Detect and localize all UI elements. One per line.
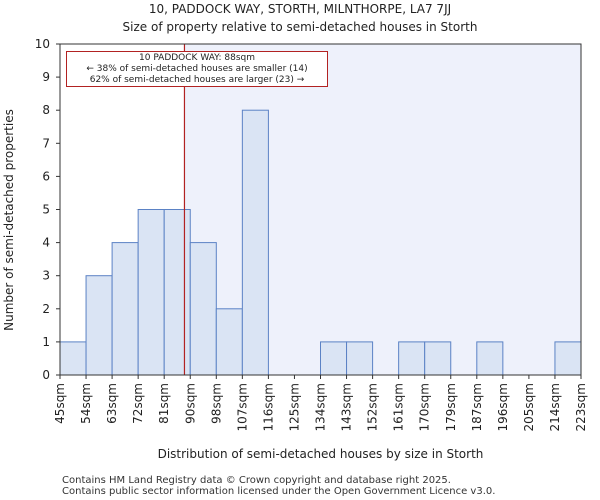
x-tick-label: 98sqm [209, 383, 223, 424]
histogram-bar [111, 242, 139, 376]
histogram-bar [398, 341, 426, 376]
y-tick-label: 9 [42, 70, 50, 84]
histogram-bar [189, 242, 217, 376]
chart-title-address: 10, PADDOCK WAY, STORTH, MILNTHORPE, LA7… [148, 2, 452, 16]
y-tick-label: 2 [42, 302, 50, 316]
histogram-bar [241, 109, 269, 376]
x-tick-label: 116sqm [261, 383, 275, 431]
y-tick-label: 0 [42, 368, 50, 382]
x-tick-label: 134sqm [314, 383, 328, 431]
y-tick-label: 10 [35, 37, 50, 51]
x-axis-label: Distribution of semi-detached houses by … [157, 447, 484, 461]
annotation-smaller-share: ← 38% of semi-detached houses are smalle… [86, 64, 308, 74]
x-tick-label: 187sqm [470, 383, 484, 431]
y-tick-label: 3 [42, 269, 50, 283]
x-tick-label: 107sqm [235, 383, 249, 431]
x-tick-label: 143sqm [340, 383, 354, 431]
y-tick-label: 6 [42, 169, 50, 183]
x-tick-label: 179sqm [444, 383, 458, 431]
histogram-bar [476, 341, 504, 376]
histogram-bar [346, 341, 374, 376]
x-tick-label: 63sqm [105, 383, 119, 424]
x-tick-label: 90sqm [183, 383, 197, 424]
x-tick-label: 223sqm [574, 383, 588, 431]
x-tick-label: 214sqm [548, 383, 562, 431]
y-tick-label: 4 [42, 236, 50, 250]
x-tick-label: 81sqm [157, 383, 171, 424]
footer-licence: Contains public sector information licen… [62, 486, 496, 497]
histogram-bar [137, 209, 165, 376]
x-tick-label: 196sqm [496, 383, 510, 431]
histogram-bar [554, 341, 582, 376]
annotation-property-size: 10 PADDOCK WAY: 88sqm [139, 53, 255, 63]
y-tick-label: 7 [42, 136, 50, 150]
x-tick-label: 152sqm [366, 383, 380, 431]
histogram-bar [424, 341, 452, 376]
y-tick-label: 1 [42, 335, 50, 349]
histogram-bar [320, 341, 348, 376]
property-annotation-box: 10 PADDOCK WAY: 88sqm ← 38% of semi-deta… [66, 51, 328, 87]
x-tick-label: 125sqm [287, 383, 301, 431]
y-axis-label: Number of semi-detached properties [2, 109, 16, 331]
x-tick-label: 45sqm [53, 383, 67, 424]
x-tick-label: 72sqm [131, 383, 145, 424]
y-tick-label: 8 [42, 103, 50, 117]
x-tick-label: 161sqm [392, 383, 406, 431]
histogram-bar [85, 275, 113, 376]
histogram-bar [59, 341, 87, 376]
plot-frame [59, 43, 582, 376]
x-tick-label: 170sqm [418, 383, 432, 431]
y-tick-label: 5 [42, 203, 50, 217]
footer-copyright: Contains HM Land Registry data © Crown c… [62, 475, 451, 486]
chart-title: Size of property relative to semi-detach… [122, 20, 478, 34]
annotation-larger-share: 62% of semi-detached houses are larger (… [89, 75, 305, 85]
x-tick-label: 54sqm [79, 383, 93, 424]
x-tick-label: 205sqm [522, 383, 536, 431]
histogram-bar [163, 209, 191, 376]
histogram-bar [215, 308, 243, 376]
